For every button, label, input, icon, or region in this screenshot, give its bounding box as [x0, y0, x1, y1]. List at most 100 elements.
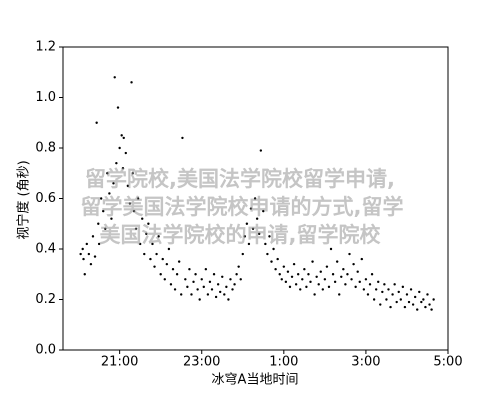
- point: [221, 275, 224, 278]
- y-tick-label: 1.0: [35, 90, 56, 105]
- point: [247, 242, 251, 246]
- point: [424, 305, 427, 309]
- point: [317, 283, 320, 286]
- point: [383, 283, 386, 286]
- point: [432, 298, 435, 301]
- point: [175, 273, 179, 276]
- point: [354, 285, 357, 289]
- point: [305, 285, 308, 289]
- point: [198, 298, 201, 301]
- point: [307, 273, 310, 276]
- point: [115, 161, 118, 165]
- point: [301, 278, 304, 281]
- point: [194, 273, 197, 276]
- point: [288, 285, 292, 289]
- x-tick-label: 23:00: [183, 355, 220, 370]
- point: [113, 76, 116, 79]
- point: [214, 295, 218, 299]
- point: [352, 262, 355, 266]
- point: [364, 278, 368, 281]
- point: [212, 273, 216, 276]
- point: [93, 255, 97, 258]
- point: [157, 235, 160, 238]
- point: [333, 280, 337, 284]
- point: [370, 273, 374, 276]
- point: [202, 285, 205, 289]
- point: [227, 298, 230, 301]
- y-tick-label: 0.2: [35, 292, 56, 307]
- point: [104, 227, 107, 230]
- point: [97, 242, 101, 246]
- point: [344, 283, 347, 286]
- point: [89, 262, 93, 266]
- point: [239, 278, 242, 281]
- point: [208, 280, 212, 284]
- point: [420, 300, 423, 304]
- point: [356, 270, 359, 273]
- point: [401, 285, 405, 289]
- point: [296, 273, 300, 276]
- point: [245, 222, 249, 225]
- point: [346, 273, 349, 276]
- point: [225, 285, 228, 289]
- point: [132, 209, 136, 213]
- point: [186, 285, 189, 289]
- point: [313, 293, 316, 296]
- point: [108, 192, 111, 195]
- point: [233, 283, 236, 286]
- point: [151, 242, 154, 246]
- point: [374, 288, 378, 291]
- point: [278, 273, 281, 276]
- point: [124, 151, 127, 155]
- point: [284, 280, 288, 284]
- point: [253, 197, 257, 200]
- point: [325, 265, 329, 268]
- point: [321, 288, 325, 291]
- point: [409, 288, 413, 291]
- point: [329, 247, 333, 251]
- point: [138, 242, 142, 246]
- point: [91, 235, 95, 238]
- x-tick-label: 5:00: [433, 355, 462, 370]
- point: [181, 136, 184, 140]
- point: [272, 247, 275, 251]
- point: [235, 273, 238, 276]
- point: [411, 303, 415, 306]
- y-tick-label: 0.6: [35, 191, 56, 206]
- point: [391, 293, 394, 296]
- point: [348, 252, 351, 256]
- point: [335, 260, 339, 263]
- point: [118, 146, 121, 150]
- point: [83, 273, 86, 276]
- y-axis-label: 视宁度 (角秒): [16, 160, 32, 239]
- point: [249, 207, 253, 210]
- point: [319, 270, 322, 273]
- point: [276, 257, 279, 261]
- point: [385, 298, 388, 301]
- point: [190, 293, 193, 296]
- point: [237, 265, 240, 268]
- point: [270, 260, 273, 263]
- point: [262, 209, 265, 213]
- point: [165, 262, 169, 266]
- point: [204, 268, 208, 271]
- point: [131, 172, 134, 175]
- point: [171, 268, 175, 271]
- point: [426, 293, 429, 296]
- x-tick-label: 21:00: [101, 355, 138, 370]
- point: [331, 273, 335, 276]
- point: [155, 252, 158, 256]
- point: [360, 257, 364, 261]
- point: [255, 217, 259, 220]
- point: [274, 268, 277, 271]
- point: [163, 278, 166, 281]
- point: [379, 303, 382, 306]
- point: [407, 300, 411, 304]
- x-tick-label: 3:00: [351, 355, 380, 370]
- point: [286, 270, 290, 273]
- watermark: 留学美国法学院校申请的方式,留学: [81, 195, 404, 219]
- point: [116, 106, 120, 109]
- point: [381, 290, 384, 294]
- x-axis-label: 冰穹A当地时间: [212, 372, 299, 388]
